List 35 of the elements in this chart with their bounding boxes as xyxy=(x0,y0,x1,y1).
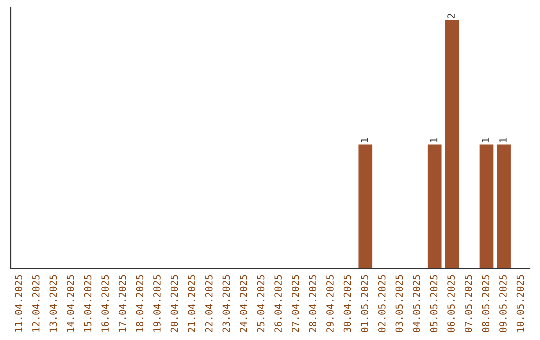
x-tick-label: 16.04.2025 xyxy=(102,275,109,332)
x-tick-label: 14.04.2025 xyxy=(67,275,74,332)
x-tick-label: 24.04.2025 xyxy=(240,275,248,332)
x-tick-label: 03.05.2025 xyxy=(396,275,404,332)
x-tick-label: 19.04.2025 xyxy=(154,275,161,332)
x-tick-label: 01.05.2025 xyxy=(361,275,368,332)
x-tick-label: 04.05.2025 xyxy=(413,275,420,332)
data-label: 1 xyxy=(482,138,490,142)
x-tick-label: 09.05.2025 xyxy=(500,275,507,332)
x-tick-label: 07.05.2025 xyxy=(464,275,472,332)
x-tick-label: 13.04.2025 xyxy=(50,275,58,332)
x-tick-label: 15.04.2025 xyxy=(84,275,92,332)
x-tick-label: 28.04.2025 xyxy=(309,275,317,332)
x-tick-label: 20.04.2025 xyxy=(170,275,178,332)
x-tick-label: 18.04.2025 xyxy=(136,275,144,332)
data-label: 2 xyxy=(448,14,455,18)
x-tick-label: 21.04.2025 xyxy=(188,275,196,332)
x-tick-label: 25.04.2025 xyxy=(257,275,265,332)
x-tick-label: 27.04.2025 xyxy=(292,275,300,332)
x-tick-label: 12.04.2025 xyxy=(32,275,40,332)
x-tick-label: 06.05.2025 xyxy=(448,275,455,332)
data-label: 1 xyxy=(430,138,438,142)
x-tick-label: 22.04.2025 xyxy=(205,275,213,332)
x-tick-label: 08.05.2025 xyxy=(482,275,490,332)
x-tick-label: 26.04.2025 xyxy=(274,275,282,332)
x-tick-label: 05.05.2025 xyxy=(430,275,438,332)
x-tick-label: 17.04.2025 xyxy=(118,275,126,332)
x-tick-label: 02.05.2025 xyxy=(378,275,386,332)
x-tick-label: 10.05.2025 xyxy=(516,275,524,332)
x-tick-label: 30.04.2025 xyxy=(344,275,352,332)
x-tick-label: 11.04.2025 xyxy=(15,275,22,332)
x-tick-label: 23.04.2025 xyxy=(222,275,230,332)
data-label: 1 xyxy=(500,138,507,142)
data-label: 1 xyxy=(361,138,368,142)
x-tick-label: 29.04.2025 xyxy=(326,275,334,332)
